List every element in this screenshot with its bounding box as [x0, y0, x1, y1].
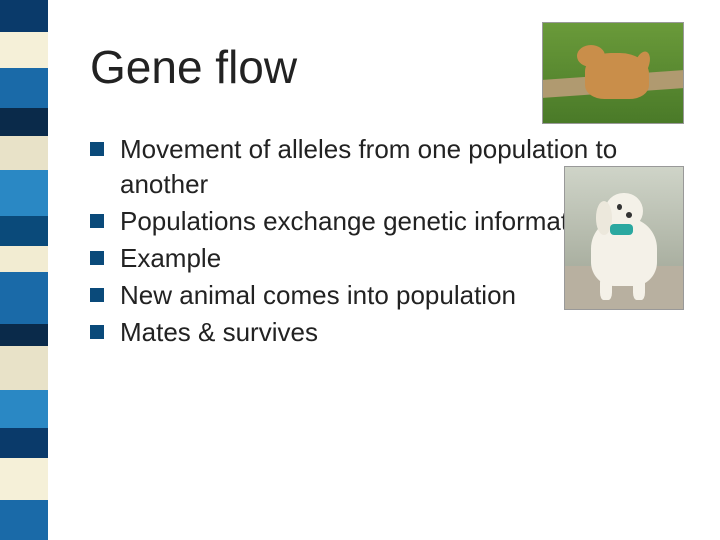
- image-dog-golden: [542, 22, 684, 124]
- sidebar-segment: [0, 216, 48, 246]
- sidebar-segment: [0, 32, 48, 68]
- bullet-marker-icon: [90, 288, 104, 302]
- decorative-sidebar: [0, 0, 48, 540]
- sidebar-segment: [0, 324, 48, 346]
- bullet-marker-icon: [90, 251, 104, 265]
- bullet-item: Mates & survives: [90, 315, 650, 350]
- sidebar-segment: [0, 346, 48, 390]
- bullet-text: Movement of alleles from one population …: [120, 134, 617, 199]
- sidebar-segment: [0, 272, 48, 324]
- bullet-text: Mates & survives: [120, 317, 318, 347]
- sidebar-segment: [0, 428, 48, 458]
- bullet-marker-icon: [90, 214, 104, 228]
- sidebar-segment: [0, 68, 48, 108]
- sidebar-segment: [0, 458, 48, 500]
- sidebar-segment: [0, 0, 48, 32]
- bullet-marker-icon: [90, 325, 104, 339]
- sidebar-segment: [0, 170, 48, 216]
- bullet-text: Example: [120, 243, 221, 273]
- bullet-marker-icon: [90, 142, 104, 156]
- sidebar-segment: [0, 136, 48, 170]
- sidebar-segment: [0, 500, 48, 540]
- bullet-text: New animal comes into population: [120, 280, 516, 310]
- sidebar-segment: [0, 390, 48, 428]
- image-dog-poodle: [564, 166, 684, 310]
- sidebar-segment: [0, 108, 48, 136]
- sidebar-segment: [0, 246, 48, 272]
- bullet-text: Populations exchange genetic information: [120, 206, 603, 236]
